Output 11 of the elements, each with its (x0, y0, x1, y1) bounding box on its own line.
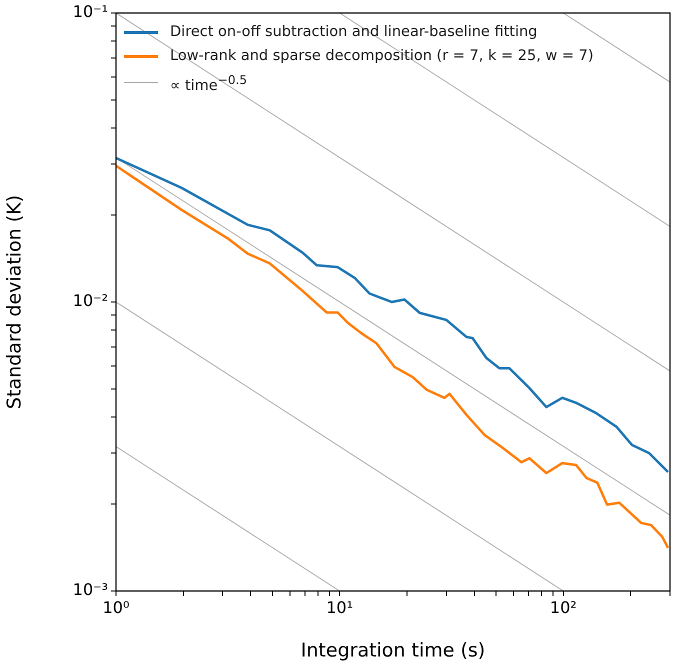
y-tick-label: 10⁻² (72, 291, 108, 310)
x-axis-title: Integration time (s) (300, 640, 486, 662)
x-tick-label: 10² (550, 598, 577, 617)
y-axis-title: Standard deviation (K) (3, 194, 26, 410)
legend-label: Direct on-off subtraction and linear-baseline fitting (170, 23, 538, 42)
x-tick-label: 10¹ (326, 598, 354, 617)
legend-label: Low-rank and sparse decomposition (r = 7, k = 25, w = 7) (170, 47, 594, 66)
x-tick-label: 10⁰ (102, 598, 130, 617)
y-tick-label: 10⁻³ (72, 580, 108, 600)
y-tick-label: 10⁻¹ (72, 2, 108, 22)
legend-label: ∝ time$^{−0.5}$ (170, 72, 248, 96)
